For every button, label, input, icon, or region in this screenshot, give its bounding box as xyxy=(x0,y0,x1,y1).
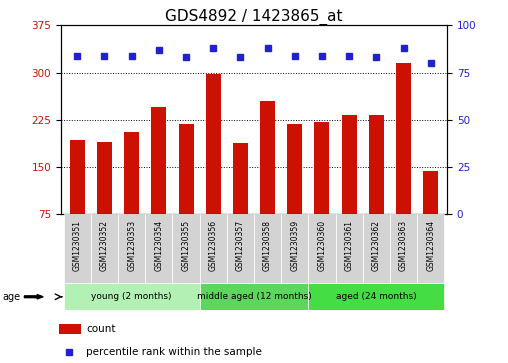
Bar xyxy=(64,283,200,310)
Bar xyxy=(178,124,194,214)
Bar xyxy=(363,214,390,283)
Text: GSM1230360: GSM1230360 xyxy=(318,220,327,271)
Text: GSM1230359: GSM1230359 xyxy=(290,220,299,271)
Text: GSM1230361: GSM1230361 xyxy=(344,220,354,271)
Bar xyxy=(417,214,444,283)
Bar xyxy=(336,214,363,283)
Text: count: count xyxy=(86,324,116,334)
Bar xyxy=(308,214,336,283)
Text: GSM1230352: GSM1230352 xyxy=(100,220,109,271)
Bar xyxy=(396,63,411,214)
Bar xyxy=(145,214,172,283)
Text: young (2 months): young (2 months) xyxy=(91,292,172,301)
Bar xyxy=(423,171,438,214)
Bar xyxy=(97,142,112,214)
Bar xyxy=(70,140,85,214)
Bar xyxy=(254,214,281,283)
Text: GSM1230354: GSM1230354 xyxy=(154,220,164,271)
Bar xyxy=(233,143,248,214)
Bar xyxy=(390,214,417,283)
Bar xyxy=(288,124,302,214)
Bar xyxy=(314,122,330,214)
Bar xyxy=(206,74,220,214)
Bar xyxy=(118,214,145,283)
Text: GSM1230356: GSM1230356 xyxy=(209,220,218,271)
Bar xyxy=(260,101,275,214)
Text: GSM1230351: GSM1230351 xyxy=(73,220,82,271)
Bar xyxy=(281,214,308,283)
Text: GSM1230357: GSM1230357 xyxy=(236,220,245,271)
Bar xyxy=(172,214,200,283)
Text: GSM1230362: GSM1230362 xyxy=(372,220,381,271)
Text: GSM1230358: GSM1230358 xyxy=(263,220,272,271)
Bar xyxy=(64,214,91,283)
Bar xyxy=(200,214,227,283)
Bar xyxy=(200,283,308,310)
Title: GDS4892 / 1423865_at: GDS4892 / 1423865_at xyxy=(165,9,343,25)
Bar xyxy=(151,107,166,214)
Text: age: age xyxy=(3,292,21,302)
Bar xyxy=(227,214,254,283)
Text: middle aged (12 months): middle aged (12 months) xyxy=(197,292,311,301)
Bar xyxy=(91,214,118,283)
Text: GSM1230363: GSM1230363 xyxy=(399,220,408,271)
Text: GSM1230353: GSM1230353 xyxy=(127,220,136,271)
Bar xyxy=(369,115,384,214)
Text: percentile rank within the sample: percentile rank within the sample xyxy=(86,347,262,357)
Bar xyxy=(308,283,444,310)
Text: GSM1230355: GSM1230355 xyxy=(181,220,190,271)
Bar xyxy=(342,115,357,214)
Bar xyxy=(124,132,139,214)
Bar xyxy=(59,325,80,334)
Text: aged (24 months): aged (24 months) xyxy=(336,292,417,301)
Text: GSM1230364: GSM1230364 xyxy=(426,220,435,271)
